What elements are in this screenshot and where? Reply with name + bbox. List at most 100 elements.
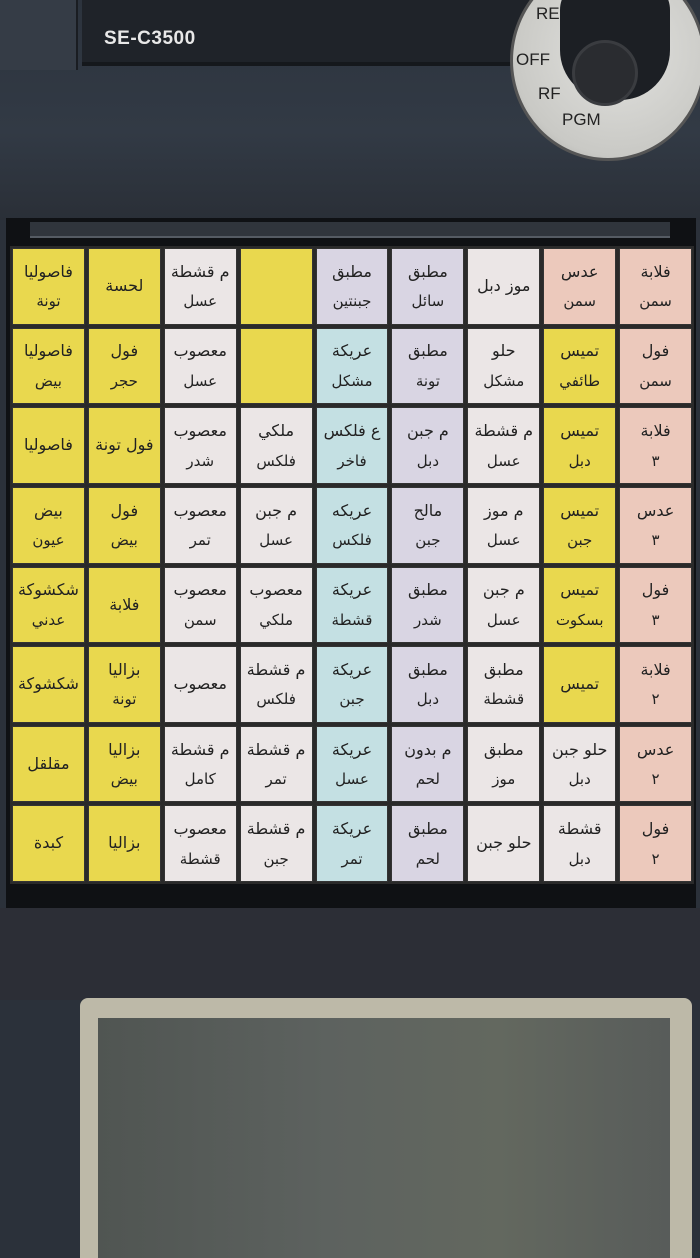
register-key[interactable]: م قشطة جبن	[239, 805, 313, 882]
register-key[interactable]: فلابة	[87, 566, 161, 644]
register-key[interactable]: معصوب شدر	[163, 407, 237, 484]
key-label-line1: فول	[641, 341, 670, 361]
register-key[interactable]: بزاليا بيض	[87, 725, 161, 803]
register-key[interactable]: فاصوليا تونة	[12, 248, 85, 325]
register-key[interactable]: موز دبل	[467, 248, 541, 325]
register-key[interactable]: تميس دبل	[543, 407, 617, 484]
register-key[interactable]: فلابة ٢	[619, 646, 692, 723]
key-label-line1: موز دبل	[477, 276, 531, 296]
key-label-line2: ٢	[651, 690, 660, 709]
key-label-line1: فلابة	[109, 594, 140, 614]
register-key[interactable]: م بدون لحم	[391, 725, 465, 803]
key-label-line2: ٣	[651, 451, 660, 470]
key-label-line1: م جبن	[406, 421, 449, 441]
key-label-line2: قشطة	[483, 690, 525, 709]
register-key[interactable]: شكشوكة عدني	[12, 566, 85, 644]
register-key[interactable]: فاصوليا	[12, 407, 85, 484]
key-label-line2: جبن	[567, 531, 593, 550]
key-label-line2: شدر	[186, 451, 215, 470]
numeric-keypad-area[interactable]	[98, 1018, 670, 1258]
register-key[interactable]: فول ٢	[619, 805, 692, 882]
key-label-line2: دبل	[568, 849, 591, 868]
key-label-line2: مشكل	[483, 371, 525, 390]
key-label-line2: جبن	[415, 531, 441, 550]
register-key[interactable]: عريكة قشطة	[315, 566, 389, 644]
register-key[interactable]: م جبن عسل	[239, 486, 313, 564]
register-key[interactable]: معصوب	[163, 646, 237, 723]
key-label-line2: قشطة	[331, 610, 373, 629]
register-key[interactable]: فلابة سمن	[619, 248, 692, 325]
register-key[interactable]: م قشطة كامل	[163, 725, 237, 803]
register-key[interactable]: عريكه فلكس	[315, 486, 389, 564]
register-key[interactable]: بيض عيون	[12, 486, 85, 564]
function-key-grid: فاصوليا تونة لحسة م قشطة عسل مطبق جبنتين مطبق سا…	[10, 246, 694, 884]
register-key[interactable]: كبدة	[12, 805, 85, 882]
register-key[interactable]: م جبن دبل	[391, 407, 465, 484]
key-label-line2: سمن	[639, 292, 672, 311]
register-key[interactable]: مطبق موز	[467, 725, 541, 803]
register-key[interactable]: فلابة ٣	[619, 407, 692, 484]
register-key[interactable]: فول ٣	[619, 566, 692, 644]
register-key[interactable]: عدس سمن	[543, 248, 617, 325]
register-key[interactable]: بزاليا	[87, 805, 161, 882]
register-key[interactable]: م قشطة عسل	[163, 248, 237, 325]
register-key[interactable]: مطبق قشطة	[467, 646, 541, 723]
register-key[interactable]: مطبق جبنتين	[315, 248, 389, 325]
register-key[interactable]: مقلقل	[12, 725, 85, 803]
register-key[interactable]: فاصوليا بيض	[12, 327, 85, 405]
register-key[interactable]: شكشوكة	[12, 646, 85, 723]
register-key[interactable]: عدس ٣	[619, 486, 692, 564]
register-key[interactable]: مطبق تونة	[391, 327, 465, 405]
register-key[interactable]: مطبق دبل	[391, 646, 465, 723]
register-key[interactable]: ملكي فلكس	[239, 407, 313, 484]
key-label-line2: ملكي	[259, 610, 293, 629]
key-label-line1: م قشطة	[474, 421, 534, 441]
register-key[interactable]: بزاليا تونة	[87, 646, 161, 723]
register-key[interactable]: عريكة تمر	[315, 805, 389, 882]
key-label-line2: ٢	[651, 849, 660, 868]
register-key[interactable]: عريكة عسل	[315, 725, 389, 803]
register-key[interactable]: معصوب ملكي	[239, 566, 313, 644]
register-key[interactable]: مطبق شدر	[391, 566, 465, 644]
register-key[interactable]: معصوب قشطة	[163, 805, 237, 882]
register-key[interactable]: عريكة مشكل	[315, 327, 389, 405]
register-key[interactable]: حلو جبن دبل	[543, 725, 617, 803]
register-key[interactable]: حلو جبن	[467, 805, 541, 882]
register-key[interactable]: فول حجر	[87, 327, 161, 405]
register-body	[0, 908, 700, 1000]
register-key[interactable]: معصوب تمر	[163, 486, 237, 564]
register-key[interactable]: م قشطة فلكس	[239, 646, 313, 723]
register-key[interactable]	[239, 248, 313, 325]
register-key[interactable]: مالح جبن	[391, 486, 465, 564]
register-key[interactable]: م جبن عسل	[467, 566, 541, 644]
register-key[interactable]: فول سمن	[619, 327, 692, 405]
register-key[interactable]: فول بيض	[87, 486, 161, 564]
register-key[interactable]: تميس جبن	[543, 486, 617, 564]
key-label-line1: عدس	[636, 739, 675, 759]
key-label-line1: بزاليا	[108, 659, 141, 679]
register-key[interactable]: مطبق سائل	[391, 248, 465, 325]
register-key[interactable]: ع فلكس فاخر	[315, 407, 389, 484]
register-key[interactable]: عدس ٢	[619, 725, 692, 803]
register-key[interactable]: م قشطة عسل	[467, 407, 541, 484]
register-key[interactable]: م قشطة تمر	[239, 725, 313, 803]
register-key[interactable]: م موز عسل	[467, 486, 541, 564]
register-key[interactable]: تميس	[543, 646, 617, 723]
key-label-line1: مالح	[413, 500, 443, 520]
key-label-line1: فلابة	[640, 421, 671, 441]
register-key[interactable]: لحسة	[87, 248, 161, 325]
register-key[interactable]: مطبق لحم	[391, 805, 465, 882]
register-key[interactable]	[239, 327, 313, 405]
key-label-line1: فول	[641, 819, 670, 839]
register-key[interactable]: قشطة دبل	[543, 805, 617, 882]
register-key[interactable]: حلو مشكل	[467, 327, 541, 405]
model-panel: SE-C3500	[82, 0, 562, 66]
register-key[interactable]: معصوب سمن	[163, 566, 237, 644]
register-key[interactable]: تميس بسكوت	[543, 566, 617, 644]
register-key[interactable]: فول تونة	[87, 407, 161, 484]
key-label-line2: دبل	[416, 690, 439, 709]
key-label-line1: معصوب	[173, 674, 227, 694]
register-key[interactable]: معصوب عسل	[163, 327, 237, 405]
register-key[interactable]: تميس طائفي	[543, 327, 617, 405]
register-key[interactable]: عريكة جبن	[315, 646, 389, 723]
